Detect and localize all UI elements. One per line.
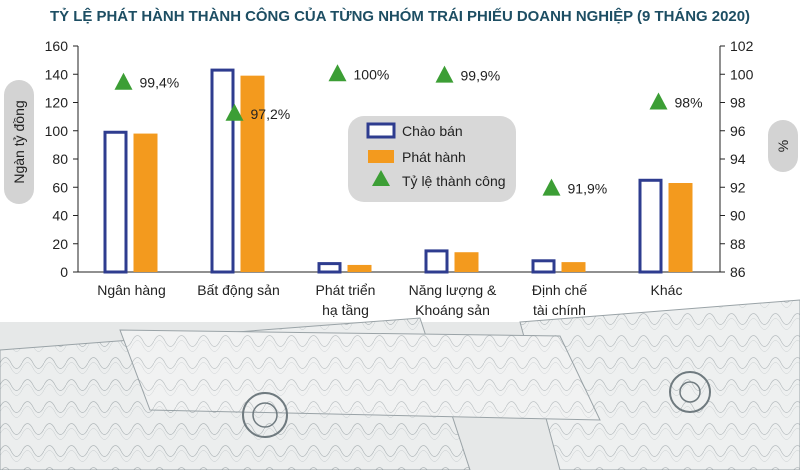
category-label: Bất động sản [197, 282, 280, 298]
rate-marker [328, 64, 347, 82]
right-tick-label: 88 [730, 236, 746, 252]
category-label: Năng lượng & [409, 282, 497, 298]
legend-label-issued: Phát hành [402, 149, 466, 165]
legend-swatch-offer [366, 122, 396, 139]
rate-markers: 99,4% 97,2% 100% 99,9% 91,9% 98% [114, 64, 703, 197]
left-tick-label: 40 [52, 208, 68, 224]
rate-marker [225, 103, 244, 121]
left-tick-label: 0 [60, 264, 68, 280]
left-axis-ticks: 0 20 40 60 80 100 120 140 160 [45, 38, 78, 280]
left-tick-label: 160 [45, 38, 69, 54]
bar-issued [240, 75, 265, 272]
chart-title: TỶ LỆ PHÁT HÀNH THÀNH CÔNG CỦA TỪNG NHÓM… [50, 7, 750, 25]
rate-label: 99,9% [461, 68, 501, 84]
category-label: Khoáng sản [415, 302, 490, 318]
left-axis-title: Ngàn tỷ đồng [11, 100, 27, 183]
right-tick-label: 90 [730, 208, 746, 224]
right-tick-label: 96 [730, 123, 746, 139]
left-tick-label: 100 [45, 123, 69, 139]
right-axis-title-pill [768, 120, 798, 172]
legend: Chào bán Phát hành Tỷ lệ thành công [348, 116, 516, 202]
category-label: Ngân hàng [97, 282, 166, 298]
rate-label: 100% [354, 66, 390, 82]
legend-label-offer: Chào bán [402, 123, 463, 139]
legend-swatch-rate [372, 170, 390, 186]
bar-issued [454, 252, 479, 272]
left-tick-label: 120 [45, 95, 69, 111]
bar-issued [133, 133, 158, 272]
legend-swatch-issued [368, 150, 394, 163]
right-tick-label: 98 [730, 95, 746, 111]
rate-marker [435, 65, 454, 83]
left-tick-label: 140 [45, 66, 69, 82]
rate-label: 91,9% [568, 181, 608, 197]
bar-offer [103, 130, 128, 274]
category-labels: Ngân hàng Bất động sản Phát triển hạ tầng Nă… [97, 282, 682, 318]
right-tick-label: 94 [730, 151, 746, 167]
rate-label: 99,4% [140, 75, 180, 91]
bar-offer [317, 262, 342, 274]
category-label: Phát triển [316, 282, 376, 298]
left-tick-label: 20 [52, 236, 68, 252]
bond-certificates-background [0, 299, 800, 470]
bar-offer [638, 178, 663, 274]
legend-label-rate: Tỷ lệ thành công [402, 173, 506, 189]
left-axis-title-pill [4, 80, 34, 204]
left-tick-label: 60 [52, 179, 68, 195]
rate-label: 98% [675, 95, 703, 111]
right-tick-label: 86 [730, 264, 746, 280]
bar-offer [531, 259, 556, 274]
category-label: tài chính [533, 302, 586, 318]
right-tick-label: 92 [730, 179, 746, 195]
bars [103, 68, 693, 274]
bar-issued [347, 264, 372, 272]
right-tick-label: 102 [730, 38, 754, 54]
bar-offer [424, 249, 449, 274]
right-axis-title: % [775, 140, 791, 152]
rate-marker [649, 92, 668, 110]
bar-issued [668, 183, 693, 272]
right-axis-ticks: 86 88 90 92 94 96 98 100 102 [720, 38, 754, 280]
rate-label: 97,2% [251, 106, 291, 122]
rate-marker [542, 178, 561, 196]
category-label: Khác [651, 282, 683, 298]
rate-marker [114, 72, 133, 90]
right-tick-label: 100 [730, 66, 754, 82]
bar-offer [210, 68, 235, 274]
category-label: Định chế [532, 282, 587, 298]
bar-issued [561, 262, 586, 272]
left-tick-label: 80 [52, 151, 68, 167]
category-label: hạ tầng [322, 302, 369, 318]
